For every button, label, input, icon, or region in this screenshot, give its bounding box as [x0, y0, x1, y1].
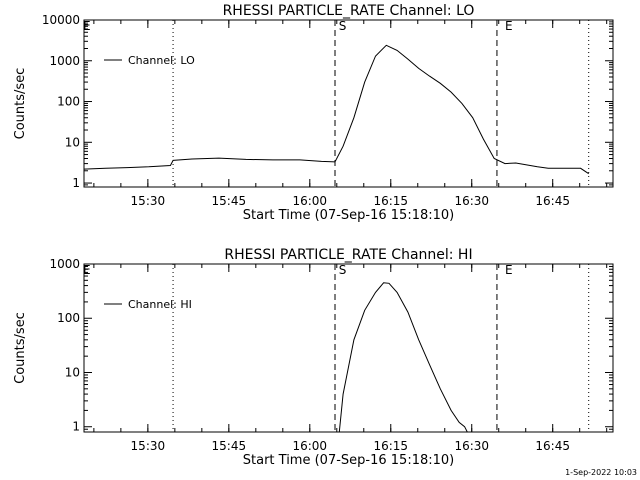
x-tick-label: 15:30 — [131, 439, 166, 453]
legend-label: Channel: HI — [128, 298, 192, 311]
y-tick-label: 1 — [72, 176, 80, 190]
y-tick-label: 10 — [65, 135, 80, 149]
start-marker-label: S — [339, 19, 347, 33]
chart-title: RHESSI PARTICLE_RATE Channel: HI — [224, 247, 472, 263]
edge-marker-label: E — [83, 19, 91, 33]
start-marker-label: S — [339, 263, 347, 277]
x-tick-label: 16:30 — [454, 439, 489, 453]
y-tick-label: 10000 — [42, 13, 80, 27]
x-axis-label: Start Time (07-Sep-16 15:18:10) — [243, 453, 454, 468]
series-line-channel--lo — [84, 44, 589, 175]
end-marker-label: E — [505, 263, 513, 277]
x-tick-label: 15:45 — [212, 439, 247, 453]
y-tick-label: 1000 — [49, 54, 80, 68]
x-tick-label: 15:45 — [212, 194, 247, 208]
chart-panel-2: RHESSI PARTICLE_RATE Channel: HI 1 10 100 10… — [13, 247, 614, 468]
end-marker-label: E — [505, 19, 513, 33]
x-tick-label: 15:30 — [131, 194, 166, 208]
chart-title: RHESSI PARTICLE_RATE Channel: LO — [223, 3, 475, 19]
y-tick-label: 1000 — [49, 257, 80, 271]
edge-marker-label: E — [83, 263, 91, 277]
x-tick-label: 16:00 — [292, 194, 327, 208]
legend-label: Channel: LO — [128, 54, 195, 67]
y-tick-label: 10 — [65, 365, 80, 379]
x-tick-label: 16:15 — [373, 439, 408, 453]
y-tick-label: 100 — [57, 311, 80, 325]
x-tick-label: 16:30 — [454, 194, 489, 208]
x-tick-label: 16:45 — [535, 194, 570, 208]
series-line-channel--hi — [338, 282, 468, 432]
x-tick-label: 16:15 — [373, 194, 408, 208]
chart-panel-1: RHESSI PARTICLE_RATE Channel: LO 1 10 100 10… — [13, 3, 614, 223]
timestamp: 1-Sep-2022 10:03 — [565, 468, 637, 477]
y-axis-label: Counts/sec — [13, 312, 28, 384]
y-tick-label: 100 — [57, 95, 80, 109]
y-axis-label: Counts/sec — [13, 68, 28, 140]
x-tick-label: 16:00 — [292, 439, 327, 453]
plot-frame — [83, 263, 614, 433]
x-axis-label: Start Time (07-Sep-16 15:18:10) — [243, 208, 454, 223]
plot-frame — [83, 19, 614, 188]
x-tick-label: 16:45 — [535, 439, 570, 453]
y-tick-label: 1 — [72, 420, 80, 434]
